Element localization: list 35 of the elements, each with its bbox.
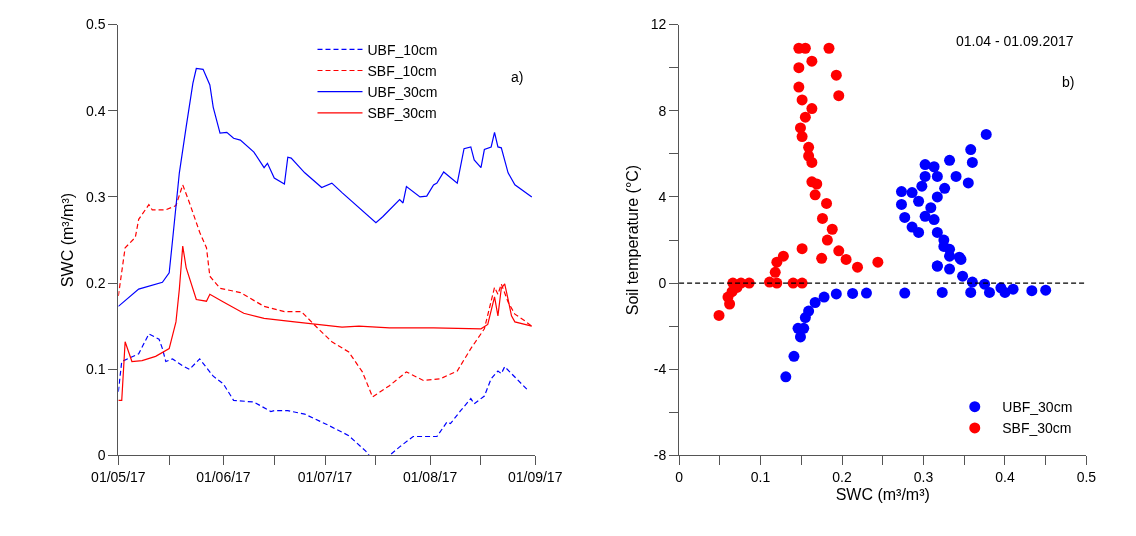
legend-label: SBF_30cm xyxy=(1002,420,1072,437)
y-tick-label: 0 xyxy=(97,447,106,464)
y-tick-label: 12 xyxy=(650,16,667,33)
legend-label: UBF_30cm xyxy=(367,84,438,101)
annotation: 01.04 - 01.09.2017 xyxy=(956,33,1074,49)
y-tick-label: 0.5 xyxy=(86,16,106,33)
y-axis-title: SWC (m³/m³) xyxy=(58,192,76,288)
y-tick-label: 0.1 xyxy=(86,361,106,378)
x-tick-label: 01/07/17 xyxy=(297,469,353,486)
legend-label: SBF_30cm xyxy=(367,105,437,122)
y-tick-label: -8 xyxy=(653,447,667,464)
x-tick-label: 0.2 xyxy=(832,469,852,486)
y-tick-label: 0 xyxy=(658,275,667,292)
x-tick-label: 0.5 xyxy=(1076,469,1097,486)
y-tick-label: 8 xyxy=(658,102,667,119)
y-tick-label: 0.4 xyxy=(86,102,106,119)
x-axis-title: SWC (m³/m³) xyxy=(835,485,930,503)
x-tick-label: 0 xyxy=(675,469,684,486)
y-tick-label: -4 xyxy=(653,361,667,378)
x-tick-label: 0.4 xyxy=(995,469,1015,486)
x-tick-label: 01/05/17 xyxy=(91,469,146,486)
x-tick-label: 0.3 xyxy=(913,469,934,486)
y-axis-title: Soil temperature (°C) xyxy=(623,164,641,316)
x-tick-label: 0.1 xyxy=(750,469,771,486)
x-tick-label: 01/08/17 xyxy=(402,469,458,486)
legend-label: SBF_10cm xyxy=(367,62,437,79)
x-tick-label: 01/09/17 xyxy=(507,469,563,486)
x-tick-label: 01/06/17 xyxy=(196,469,251,486)
legend-label: UBF_10cm xyxy=(367,41,438,58)
legend-label: UBF_30cm xyxy=(1002,399,1073,416)
annotation: a) xyxy=(511,69,524,85)
y-tick-label: 0.3 xyxy=(86,188,106,205)
y-tick-label: 4 xyxy=(658,188,667,205)
annotation: b) xyxy=(1062,74,1075,90)
y-tick-label: 0.2 xyxy=(86,275,106,292)
